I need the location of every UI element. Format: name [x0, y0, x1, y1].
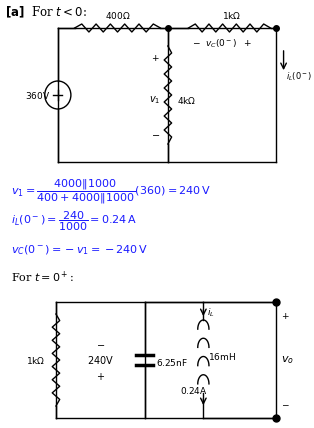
Text: $400\Omega$: $400\Omega$: [105, 10, 130, 21]
Text: $4\mathrm{k}\Omega$: $4\mathrm{k}\Omega$: [177, 95, 197, 105]
Text: $0.24\mathrm{A}$: $0.24\mathrm{A}$: [180, 384, 208, 395]
Text: $6.25\mathrm{nF}$: $6.25\mathrm{nF}$: [156, 357, 188, 368]
Text: $-\ \ v_C(0^-)\ \ +$: $-\ \ v_C(0^-)\ \ +$: [192, 38, 252, 50]
Text: $240\mathrm{V}$: $240\mathrm{V}$: [87, 354, 114, 366]
Text: $v_o$: $v_o$: [281, 354, 294, 366]
Text: $i_L$: $i_L$: [207, 307, 215, 319]
Text: $+$: $+$: [96, 371, 105, 381]
Text: $-$: $-$: [96, 339, 105, 348]
Text: $360\mathrm{V}$: $360\mathrm{V}$: [25, 89, 50, 101]
Text: $v_C(0^-) = -v_1 = -240\,\mathrm{V}$: $v_C(0^-) = -v_1 = -240\,\mathrm{V}$: [11, 243, 148, 257]
Text: $-$: $-$: [151, 130, 160, 139]
Text: $+$: $+$: [151, 53, 160, 63]
Text: $-$: $-$: [281, 399, 290, 408]
Text: $1\mathrm{k}\Omega$: $1\mathrm{k}\Omega$: [222, 10, 241, 21]
Text: $16\mathrm{mH}$: $16\mathrm{mH}$: [208, 351, 236, 362]
Text: $+$: $+$: [281, 311, 290, 321]
Text: $i_L(0^-)$: $i_L(0^-)$: [286, 70, 313, 83]
Text: $\mathbf{[a]}$  For $t < 0$:: $\mathbf{[a]}$ For $t < 0$:: [5, 5, 87, 20]
Text: $i_L(0^-) = \dfrac{240}{1000} = 0.24\,\mathrm{A}$: $i_L(0^-) = \dfrac{240}{1000} = 0.24\,\m…: [11, 210, 137, 233]
Text: $v_1$: $v_1$: [149, 94, 160, 106]
Text: $1\mathrm{k}\Omega$: $1\mathrm{k}\Omega$: [26, 354, 45, 366]
Text: $v_1 = \dfrac{4000\|1000}{400 + 4000\|1000}(360) = 240\,\mathrm{V}$: $v_1 = \dfrac{4000\|1000}{400 + 4000\|10…: [11, 178, 211, 206]
Text: For $t = 0^+$:: For $t = 0^+$:: [11, 270, 74, 285]
